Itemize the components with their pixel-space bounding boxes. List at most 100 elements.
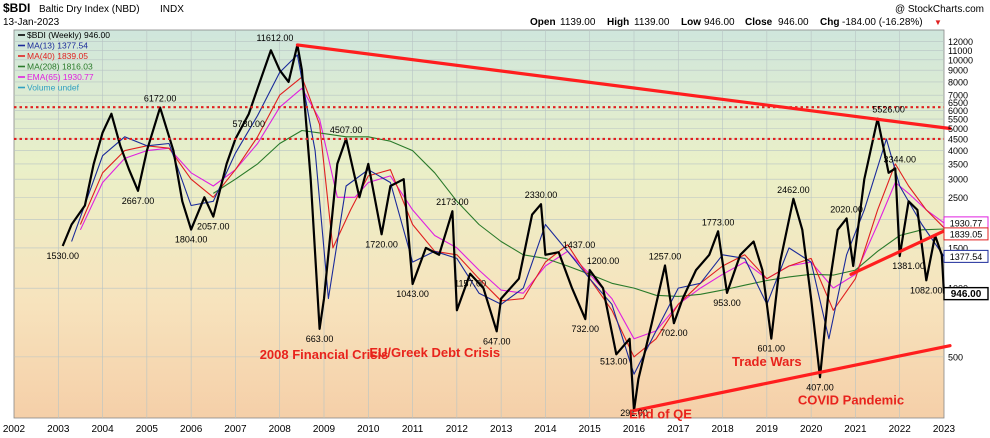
x-tick-label: 2012 — [446, 424, 469, 435]
value-label: 702.00 — [660, 328, 688, 338]
y-tick-label: 11000 — [948, 46, 972, 56]
legend-entry: $BDI (Weekly) 946.00 — [27, 30, 110, 40]
legend-entry: EMA(65) 1930.77 — [27, 72, 94, 82]
x-tick-label: 2013 — [490, 424, 513, 435]
x-tick-label: 2016 — [623, 424, 646, 435]
last-value-text: 946.00 — [951, 289, 982, 300]
value-label: 1437.00 — [563, 240, 596, 250]
x-tick-label: 2008 — [269, 424, 292, 435]
y-tick-label: 10000 — [948, 55, 973, 65]
y-tick-label: 3000 — [948, 175, 968, 185]
x-tick-label: 2010 — [357, 424, 380, 435]
x-tick-label: 2017 — [667, 424, 690, 435]
x-tick-label: 2015 — [579, 424, 602, 435]
x-tick-label: 2002 — [3, 424, 26, 435]
event-label: End of QE — [629, 407, 692, 422]
last-value-text: 1930.77 — [950, 218, 983, 228]
value-label: 1082.00 — [910, 285, 943, 295]
legend-entry: MA(40) 1839.05 — [27, 51, 88, 61]
value-label: 5780.00 — [232, 119, 265, 129]
event-label: 2008 Financial Crisis — [260, 347, 389, 362]
event-label: Trade Wars — [732, 354, 802, 369]
event-label: COVID Pandemic — [798, 392, 904, 407]
y-tick-label: 500 — [948, 352, 963, 362]
legend-entry: Volume undef — [27, 83, 80, 93]
trend-line — [632, 344, 952, 413]
x-tick-label: 2007 — [224, 424, 247, 435]
y-tick-label: 7000 — [948, 91, 968, 101]
series-line — [61, 43, 946, 412]
x-tick-label: 2018 — [711, 424, 734, 435]
value-label: 5526.00 — [872, 105, 905, 115]
x-tick-label: 2020 — [800, 424, 823, 435]
ohlc-low-label: Low — [681, 17, 701, 28]
legend-entry: MA(208) 1816.03 — [27, 62, 93, 72]
x-tick-label: 2023 — [933, 424, 956, 435]
last-value-text: 1377.54 — [950, 252, 983, 262]
last-value-text: 1839.05 — [950, 229, 983, 239]
ohlc-high-label: High — [607, 17, 629, 28]
value-label: 647.00 — [483, 336, 511, 346]
ohlc-low-value: 946.00 — [704, 17, 735, 28]
value-label: 2330.00 — [525, 190, 558, 200]
chg-down-arrow: ▼ — [934, 18, 942, 27]
value-label: 1157.00 — [454, 279, 486, 289]
ohlc-open-label: Open — [530, 17, 556, 28]
value-label: 1773.00 — [702, 217, 735, 227]
ohlc-high-value: 1139.00 — [634, 17, 670, 28]
chart-date: 13-Jan-2023 — [3, 17, 60, 28]
value-label: 2057.00 — [197, 222, 230, 232]
x-tick-label: 2011 — [402, 424, 424, 435]
value-label: 513.00 — [600, 356, 628, 366]
y-tick-label: 8000 — [948, 77, 968, 87]
value-label: 2020.00 — [830, 204, 863, 214]
legend-entry: MA(13) 1377.54 — [27, 41, 88, 51]
x-tick-label: 2014 — [534, 424, 557, 435]
value-label: 1804.00 — [175, 235, 208, 245]
y-tick-label: 5000 — [948, 124, 968, 134]
x-tick-label: 2021 — [844, 424, 867, 435]
value-label: 4507.00 — [330, 125, 363, 135]
x-tick-label: 2022 — [889, 424, 912, 435]
trend-line — [849, 226, 952, 276]
x-tick-label: 2019 — [756, 424, 779, 435]
grid — [14, 30, 944, 418]
y-tick-label: 1500 — [948, 243, 968, 253]
y-tick-label: 4500 — [948, 134, 968, 144]
ohlc-close-label: Close — [745, 17, 773, 28]
chart-name: Baltic Dry Index (NBD) — [39, 4, 140, 15]
x-tick-label: 2003 — [47, 424, 70, 435]
value-label: 1530.00 — [46, 251, 79, 261]
value-label: 1720.00 — [365, 239, 398, 249]
y-tick-label: 6000 — [948, 106, 968, 116]
y-axis: 1200011000100009000800070006500600055005… — [943, 37, 989, 362]
value-label: 663.00 — [306, 334, 334, 344]
overlay-layer: 1530.00 2667.00 6172.00 1804.00 2057.00 5780.… — [14, 33, 952, 422]
chart-exchange: INDX — [160, 4, 184, 15]
value-label: 407.00 — [806, 382, 834, 392]
value-label: 1381.00 — [892, 261, 925, 271]
trend-line — [295, 43, 952, 131]
value-label: 1043.00 — [396, 289, 429, 299]
y-tick-label: 5500 — [948, 115, 968, 125]
x-tick-label: 2004 — [91, 424, 114, 435]
y-tick-label: 9000 — [948, 66, 968, 76]
y-tick-label: 3500 — [948, 159, 968, 169]
value-label: 2462.00 — [777, 185, 810, 195]
event-label: EU/Greek Debt Crisis — [369, 345, 500, 360]
y-tick-label: 12000 — [948, 37, 973, 47]
value-label: 2667.00 — [122, 196, 155, 206]
ohlc-summary: Open 1139.00 High 1139.00 Low 946.00 Clo… — [530, 17, 942, 28]
value-label: 953.00 — [713, 298, 741, 308]
x-tick-label: 2006 — [180, 424, 203, 435]
ohlc-close-value: 946.00 — [778, 17, 809, 28]
value-label: 6172.00 — [144, 94, 177, 104]
ohlc-chg-label: Chg — [820, 17, 839, 28]
y-tick-label: 2500 — [948, 193, 968, 203]
last-value-tag — [943, 249, 989, 263]
last-value-tag — [943, 227, 989, 241]
x-tick-label: 2009 — [313, 424, 336, 435]
